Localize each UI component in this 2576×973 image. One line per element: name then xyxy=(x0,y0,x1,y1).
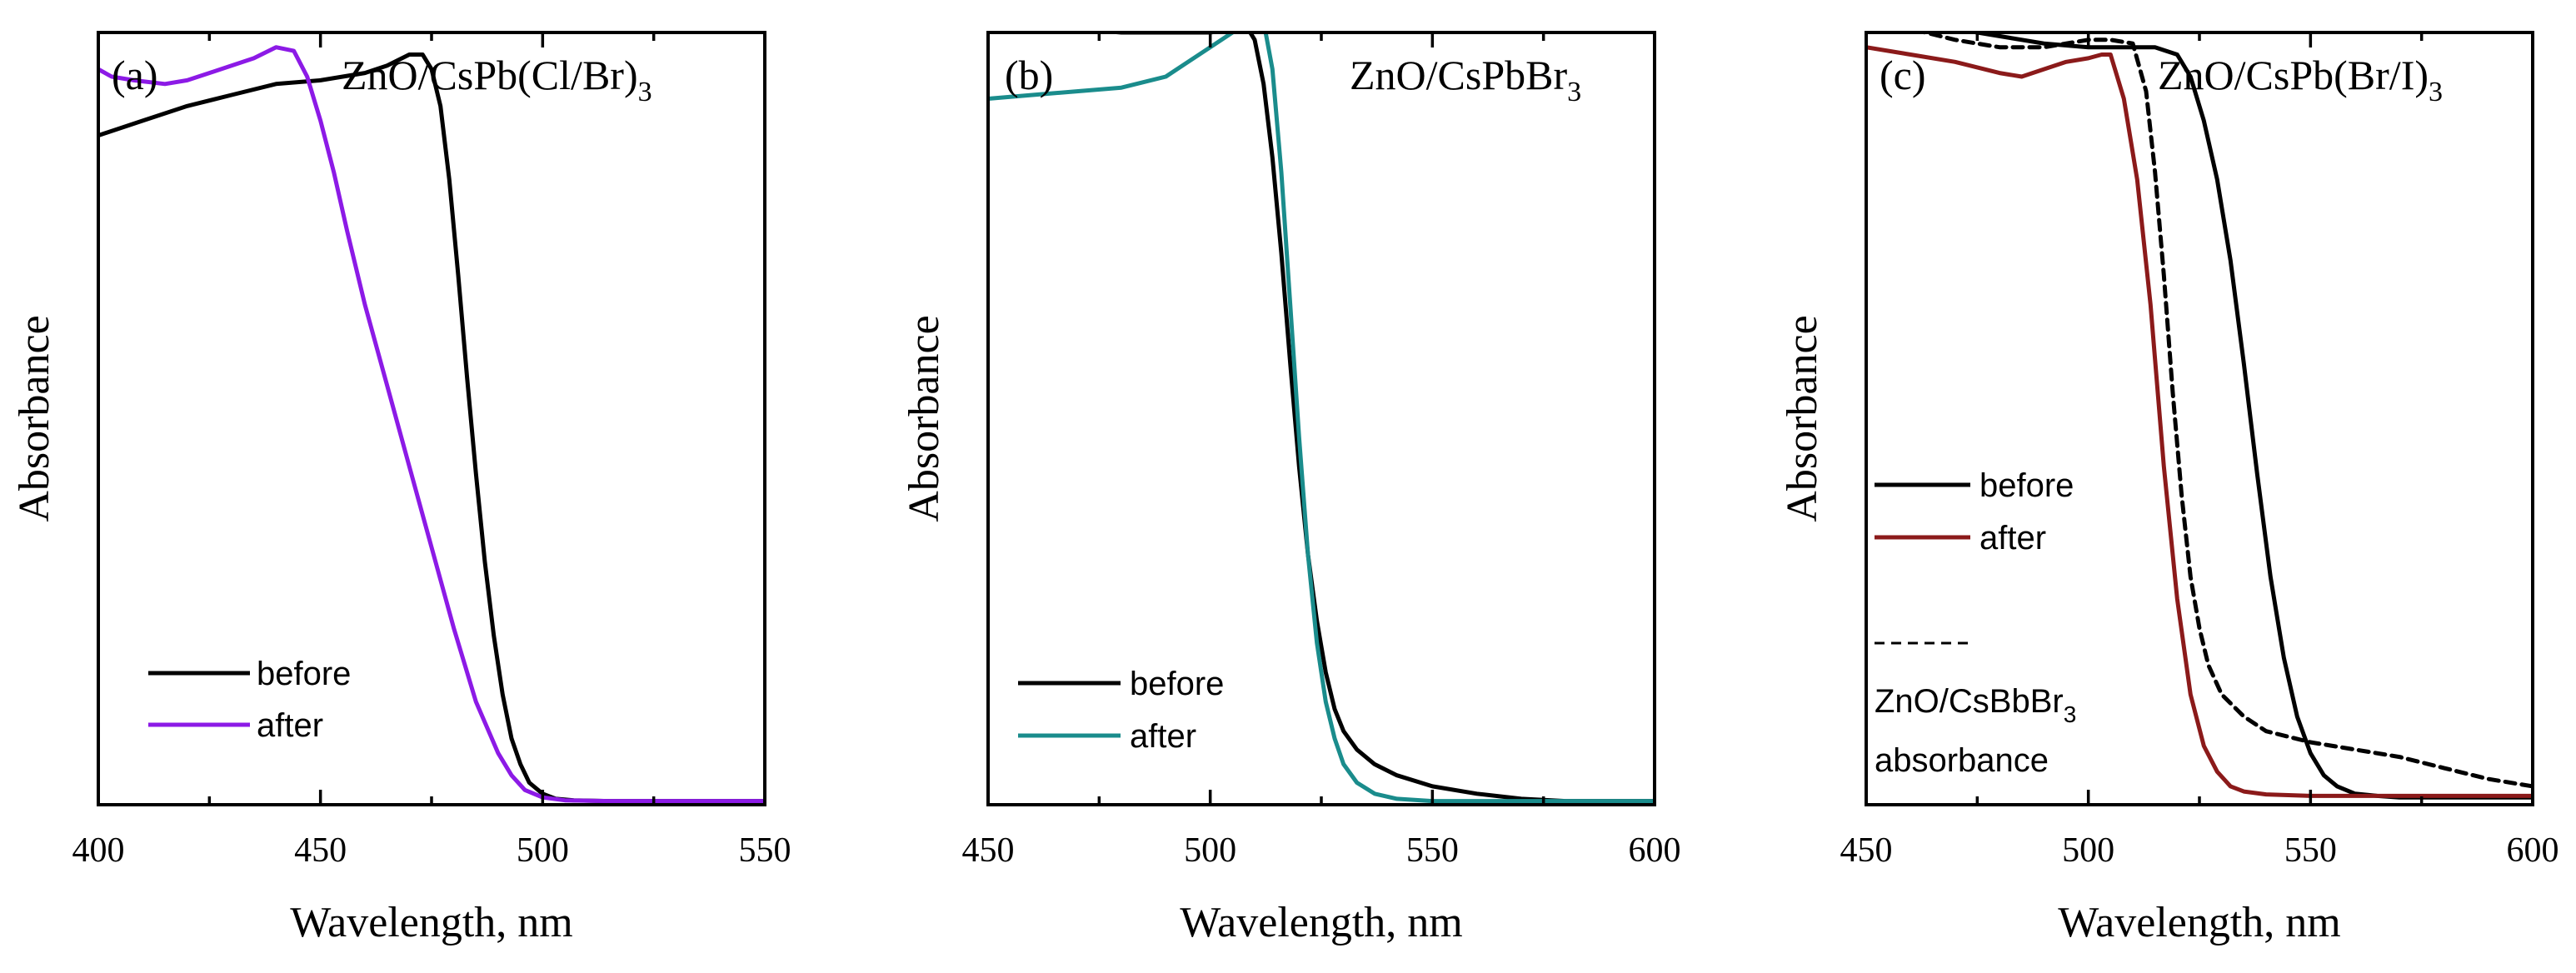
plot-frame xyxy=(97,31,766,806)
series-line-after xyxy=(988,32,1655,804)
x-tick-label: 450 xyxy=(1840,831,1893,870)
x-axis-label: Wavelength, nm xyxy=(290,899,573,946)
panel-title-main: ZnO/CsPb(Br/I) xyxy=(2158,52,2429,98)
legend-label-dashed-line1: ZnO/CsBbBr3 xyxy=(1875,683,2076,727)
plot-frame xyxy=(986,31,1656,806)
legend-label-after: after xyxy=(1130,718,1196,755)
x-tick-label: 450 xyxy=(294,831,347,870)
panel-title-main: ZnO/CsPb(Cl/Br) xyxy=(342,52,638,98)
series-line-before xyxy=(1096,32,1655,804)
legend-label-dashed-line2: absorbance xyxy=(1875,742,2049,779)
legend-label-dashed-main: ZnO/CsBbBr xyxy=(1875,683,2064,720)
x-axis-label: Wavelength, nm xyxy=(1180,899,1463,946)
panel-title-subscript: 3 xyxy=(2429,77,2443,107)
panel-c: 450 500 550 600 Wavelength, nm Absorbance (c) Z… xyxy=(1779,31,2559,946)
y-axis-label: Absorbance xyxy=(901,315,948,521)
x-tick-label: 500 xyxy=(2062,831,2114,870)
panel-title-main: ZnO/CsPbBr xyxy=(1350,52,1568,98)
panel-title: ZnO/CsPbBr3 xyxy=(1350,52,1581,107)
series-line-after xyxy=(98,45,765,804)
y-axis-label: Absorbance xyxy=(1779,315,1826,521)
panel-a: 400 450 500 550 Wavelength, nm Absorbance (a) Z… xyxy=(11,31,791,946)
x-tick-label: 550 xyxy=(1406,831,1459,870)
legend-label-before: before xyxy=(257,656,351,692)
panel-title: ZnO/CsPb(Br/I)3 xyxy=(2158,52,2443,107)
series-line-after xyxy=(1866,45,2533,798)
x-tick-label: 600 xyxy=(2507,831,2559,870)
panel-label: (a) xyxy=(112,52,158,98)
legend-label-after: after xyxy=(1979,520,2046,556)
legend-label-before: before xyxy=(1979,467,2074,504)
series-line-before xyxy=(98,52,765,804)
panel-title-subscript: 3 xyxy=(1567,77,1581,107)
x-tick-label: 400 xyxy=(72,831,125,870)
panel-title-subscript: 3 xyxy=(638,77,652,107)
panel-label: (c) xyxy=(1880,52,1926,98)
legend-label-after: after xyxy=(257,707,323,744)
panel-title: ZnO/CsPb(Cl/Br)3 xyxy=(342,52,652,107)
x-tick-label: 550 xyxy=(739,831,791,870)
x-tick-label: 500 xyxy=(1184,831,1236,870)
x-tick-label: 450 xyxy=(962,831,1015,870)
panel-b: 450 500 550 600 Wavelength, nm Absorbance (b) Z… xyxy=(901,31,1681,946)
series-line-znocsbbbr3 xyxy=(1916,32,2533,789)
y-axis-label: Absorbance xyxy=(11,315,58,521)
x-tick-label: 550 xyxy=(2284,831,2337,870)
x-tick-label: 500 xyxy=(517,831,569,870)
panel-label: (b) xyxy=(1005,52,1053,98)
x-axis-label: Wavelength, nm xyxy=(2058,899,2341,946)
series-line-before xyxy=(1964,32,2533,800)
legend-label-before: before xyxy=(1130,666,1224,702)
legend-label-dashed-sub: 3 xyxy=(2064,701,2077,727)
x-tick-label: 600 xyxy=(1629,831,1681,870)
